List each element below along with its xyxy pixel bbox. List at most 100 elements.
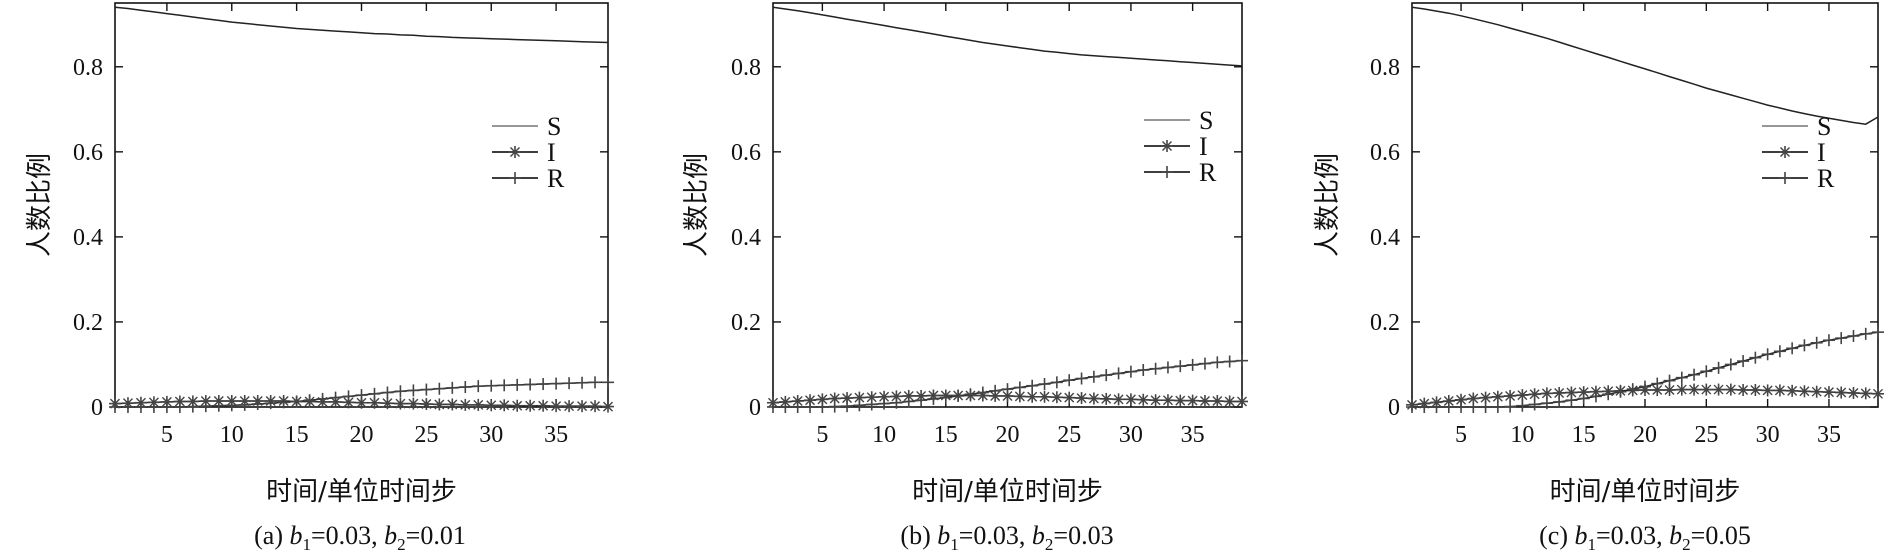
data-point-R	[1063, 374, 1076, 387]
star-marker-d2	[1162, 395, 1173, 406]
y-tick-label: 0.2	[1370, 310, 1400, 336]
data-point-I	[537, 399, 550, 412]
data-point-R	[1540, 397, 1553, 410]
star-marker-d2	[1101, 393, 1112, 404]
star-marker-d2	[525, 400, 536, 411]
caption-b1-letter: b	[290, 521, 303, 550]
data-point-R	[1124, 365, 1137, 378]
legend-label-R: R	[1199, 158, 1217, 187]
data-point-R	[160, 401, 173, 413]
data-point-R	[939, 391, 952, 404]
y-tick-label: 0.8	[73, 55, 103, 81]
data-point-R	[134, 401, 147, 413]
data-point-I	[1174, 394, 1187, 407]
data-point-R	[1798, 339, 1811, 352]
star-marker-d2	[1150, 395, 1161, 406]
data-point-I	[576, 400, 589, 413]
data-point-I	[381, 397, 394, 410]
data-point-R	[804, 401, 817, 413]
legend-label-I: I	[547, 138, 556, 167]
y-axis-label: 人数比例	[25, 153, 55, 257]
data-point-I	[1149, 394, 1162, 407]
data-point-R	[1872, 326, 1884, 339]
data-point-I	[433, 398, 446, 411]
data-point-I	[420, 398, 433, 411]
data-point-I	[589, 400, 602, 413]
data-point-R	[1442, 401, 1455, 413]
data-point-R	[1504, 400, 1517, 413]
data-point-R	[550, 377, 563, 390]
data-point-R	[1565, 394, 1578, 407]
y-tick-label: 0.2	[73, 310, 103, 336]
x-tick-label: 25	[1694, 422, 1718, 448]
star-marker-d2	[829, 393, 840, 404]
star-marker-d2	[499, 400, 510, 411]
data-point-R	[1626, 383, 1639, 396]
data-point-R	[1112, 367, 1125, 380]
y-tick-label: 0.8	[731, 55, 761, 81]
x-tick-label: 30	[479, 422, 503, 448]
star-marker-d2	[473, 399, 484, 410]
data-point-R	[290, 395, 303, 408]
data-point-I	[853, 391, 866, 404]
data-point-R	[147, 401, 160, 413]
caption-b1-value: =0.03,	[1596, 521, 1669, 550]
legend-marker-R	[509, 172, 521, 184]
data-point-I	[1100, 392, 1113, 405]
data-point-R	[1211, 356, 1224, 369]
data-point-R	[1577, 392, 1590, 405]
series-line-S	[772, 6, 1243, 67]
y-tick-label: 0.4	[73, 225, 103, 251]
star-marker-d2	[1125, 394, 1136, 405]
caption-b2-value: =0.05	[1691, 521, 1751, 550]
star-marker-d2	[1505, 390, 1516, 401]
x-tick-label: 20	[350, 422, 374, 448]
data-point-R	[902, 395, 915, 408]
series-line-S	[114, 6, 609, 44]
caption-b1-letter: b	[937, 521, 950, 550]
data-point-R	[1467, 401, 1480, 413]
data-point-R	[303, 394, 316, 407]
caption-b2-sub: 2	[397, 535, 406, 554]
caption-b2-sub: 2	[1045, 535, 1054, 554]
caption-b1-value: =0.03,	[311, 521, 384, 550]
x-tick-label: 25	[1057, 422, 1081, 448]
data-point-I	[1872, 387, 1884, 400]
data-point-R	[1491, 401, 1504, 413]
data-point-R	[1749, 351, 1762, 364]
data-point-R	[1430, 401, 1443, 413]
star-marker-d2	[369, 397, 380, 408]
star-marker-d2	[1823, 387, 1834, 398]
data-point-R	[1236, 354, 1248, 367]
caption-prefix: (c)	[1539, 521, 1574, 550]
data-point-R	[1602, 388, 1615, 401]
data-point-R	[1038, 378, 1051, 391]
x-tick-label: 10	[1510, 422, 1534, 448]
x-tick-label: 5	[161, 422, 173, 448]
data-point-R	[1137, 364, 1150, 377]
data-point-I	[498, 399, 511, 412]
y-tick-label: 0.4	[1370, 225, 1400, 251]
x-tick-label: 5	[1455, 422, 1467, 448]
data-point-R	[1822, 334, 1835, 347]
data-point-R	[816, 401, 829, 413]
star-marker-d2	[1738, 384, 1749, 395]
data-point-I	[1211, 395, 1224, 408]
star-marker-d2	[1076, 393, 1087, 404]
data-point-R	[355, 389, 368, 402]
star-marker-d2	[1725, 384, 1736, 395]
caption-b2-value: =0.01	[406, 521, 466, 550]
star-marker-d2	[1701, 384, 1712, 395]
data-point-R	[173, 401, 186, 413]
data-point-R	[791, 401, 804, 413]
data-point-I	[1001, 389, 1014, 402]
data-point-R	[186, 400, 199, 413]
star-marker-d2	[395, 398, 406, 409]
caption-b1-letter: b	[1575, 521, 1588, 550]
star-marker-d2	[564, 401, 575, 412]
star-marker-d2	[1762, 385, 1773, 396]
plot-frame	[114, 2, 609, 408]
star-marker-d2	[421, 399, 432, 410]
star-marker-d2	[817, 394, 828, 405]
data-point-R	[1223, 355, 1236, 368]
